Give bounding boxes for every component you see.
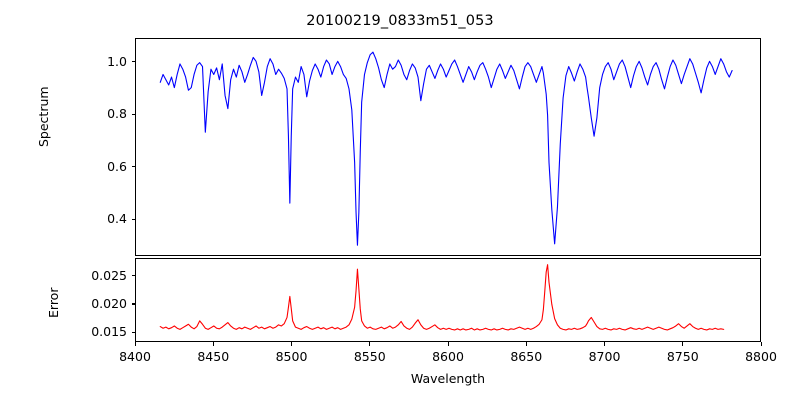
- x-tick-mark: [134, 342, 136, 346]
- x-tick-mark: [604, 342, 606, 346]
- spectrum-y-tick-mark: [131, 61, 135, 63]
- error-plot-area: [135, 258, 761, 342]
- spectrum-plot-area: [135, 38, 761, 256]
- x-tick-label: 8600: [432, 349, 464, 364]
- error-y-tick-label: 0.015: [91, 324, 127, 340]
- x-axis-label: Wavelength: [410, 371, 486, 386]
- x-tick-label: 8650: [510, 349, 543, 364]
- x-tick-mark: [760, 342, 762, 346]
- x-tick-label: 8550: [353, 349, 386, 364]
- chart-title: 20100219_0833m51_053: [306, 13, 494, 29]
- x-tick-mark: [682, 342, 684, 346]
- spectrum-y-tick-label: 0.6: [107, 158, 127, 174]
- spectrum-line-series: [159, 51, 733, 246]
- x-tick-mark: [369, 342, 371, 346]
- x-tick-label: 8400: [119, 349, 151, 364]
- x-tick-label: 8800: [745, 349, 777, 364]
- x-tick-label: 8500: [275, 349, 308, 364]
- spectrum-y-tick-mark: [131, 113, 135, 115]
- spectrum-y-tick-label: 0.4: [107, 211, 127, 227]
- error-y-tick-mark: [131, 275, 135, 277]
- error-y-tick-label: 0.020: [91, 295, 127, 311]
- x-tick-mark: [525, 342, 527, 346]
- x-tick-mark: [291, 342, 293, 346]
- spectrum-y-tick-label: 1.0: [107, 53, 127, 69]
- spectrum-y-tick-mark: [131, 218, 135, 220]
- x-tick-label: 8700: [588, 349, 621, 364]
- x-tick-label: 8450: [197, 349, 230, 364]
- error-y-tick-mark: [131, 303, 135, 305]
- x-tick-mark: [212, 342, 214, 346]
- x-tick-label: 8750: [666, 349, 699, 364]
- spectrum-y-tick-mark: [131, 166, 135, 168]
- spectrum-y-tick-label: 0.8: [107, 106, 127, 122]
- error-y-tick-label: 0.025: [91, 267, 127, 283]
- x-tick-mark: [447, 342, 449, 346]
- error-y-tick-mark: [131, 331, 135, 333]
- error-line-series: [159, 264, 725, 331]
